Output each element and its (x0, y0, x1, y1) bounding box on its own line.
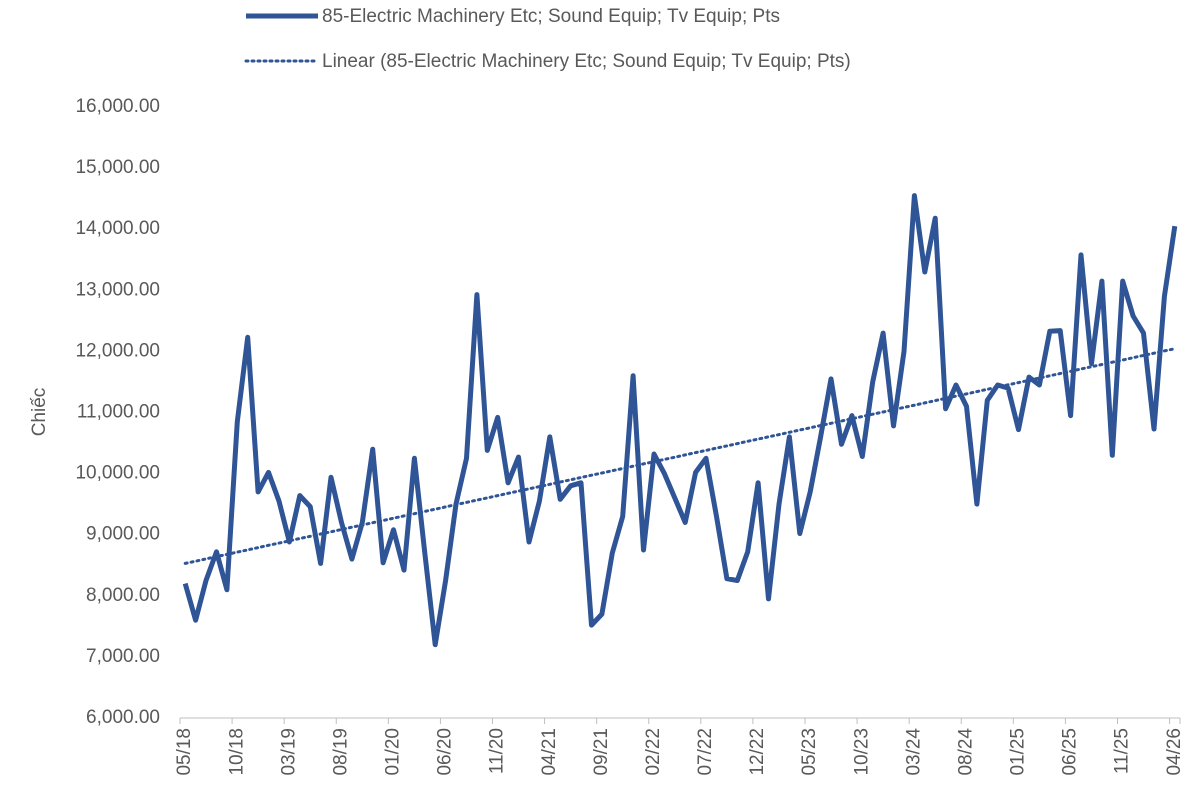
x-tick-label: 11/25 (1112, 728, 1133, 774)
y-tick-label: 13,000.00 (75, 279, 160, 300)
x-tick-label: 09/21 (591, 728, 612, 776)
x-tick-label: 02/22 (643, 728, 664, 776)
series-line (182, 193, 1178, 648)
x-tick-label: 08/19 (330, 728, 351, 776)
trend-line (183, 347, 1177, 565)
x-tick-label: 10/18 (226, 728, 247, 776)
x-tick-label: 04/26 (1164, 728, 1185, 776)
y-axis-label: Chiếc (29, 388, 50, 437)
x-tick-label: 12/22 (747, 728, 768, 776)
y-tick-label: 15,000.00 (75, 157, 160, 178)
x-tick-label: 03/24 (903, 728, 924, 776)
y-tick-label: 11,000.00 (77, 402, 160, 423)
x-tick-label: 03/19 (278, 728, 299, 776)
y-tick-label: 16,000.00 (75, 96, 160, 117)
x-tick-label: 04/21 (539, 728, 560, 776)
y-tick-label: 6,000.00 (86, 707, 160, 728)
y-tick-label: 8,000.00 (86, 585, 160, 606)
x-tick-label: 11/20 (487, 728, 508, 774)
x-tick-label: 06/20 (435, 728, 456, 776)
y-tick-label: 7,000.00 (86, 646, 160, 667)
x-tick-label: 07/22 (695, 728, 716, 776)
x-tick-label: 01/25 (1008, 728, 1029, 776)
x-tick-label: 06/25 (1060, 728, 1081, 776)
y-tick-label: 14,000.00 (75, 218, 160, 239)
x-tick-label: 05/18 (174, 728, 195, 776)
y-tick-label: 12,000.00 (75, 340, 160, 361)
x-tick-label: 08/24 (955, 728, 976, 776)
y-tick-label: 9,000.00 (86, 524, 160, 545)
legend-label: 85-Electric Machinery Etc; Sound Equip; … (322, 6, 780, 27)
x-tick-label: 10/23 (851, 728, 872, 776)
y-tick-label: 10,000.00 (75, 463, 160, 484)
x-tick-label: 05/23 (799, 728, 820, 776)
legend-label: Linear (85-Electric Machinery Etc; Sound… (322, 51, 851, 72)
x-tick-label: 01/20 (383, 728, 404, 776)
